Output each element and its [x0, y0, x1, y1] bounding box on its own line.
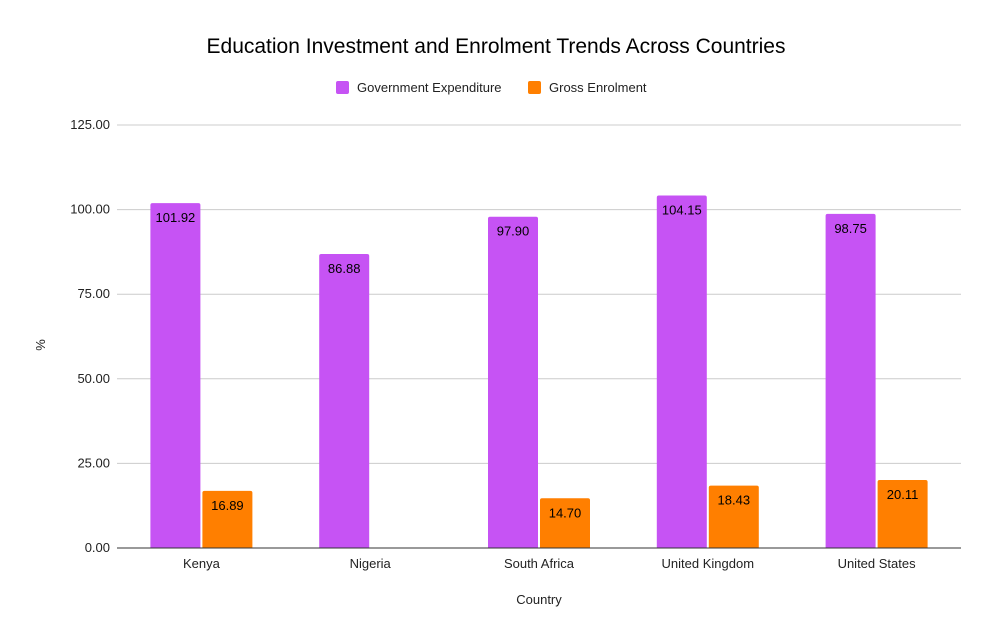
x-tick-label: United States [838, 556, 917, 571]
legend-label: Government Expenditure [357, 80, 502, 95]
bar-government-expenditure [656, 195, 707, 548]
gridlines [117, 124, 961, 464]
data-label: 97.90 [497, 224, 530, 239]
x-tick-label: South Africa [504, 556, 575, 571]
x-axis-title: Country [516, 592, 562, 607]
x-axis-ticks: Kenya Nigeria South Africa United Kingdom Un… [183, 556, 916, 571]
y-tick-label: 50.00 [77, 371, 110, 386]
y-tick-label: 75.00 [77, 286, 110, 301]
data-label: 104.15 [662, 203, 702, 218]
x-tick-label: United Kingdom [662, 556, 755, 571]
data-label: 16.89 [211, 498, 244, 513]
bar-government-expenditure [825, 213, 876, 548]
bar-gross-enrolment [202, 490, 253, 548]
data-label: 101.92 [156, 210, 196, 225]
data-label: 18.43 [718, 493, 751, 508]
legend: Government Expenditure Gross Enrolment [336, 80, 647, 95]
y-tick-label: 100.00 [70, 202, 110, 217]
data-labels: 101.92 16.89 86.88 97.90 14.70 104.15 18.43 98.… [156, 203, 919, 521]
data-label: 98.75 [834, 221, 867, 236]
y-tick-label: 125.00 [70, 117, 110, 132]
data-label: 20.11 [887, 487, 919, 502]
y-axis-title: % [33, 339, 48, 351]
bar-gross-enrolment [708, 485, 759, 548]
bar-government-expenditure [319, 253, 370, 548]
bar-gross-enrolment [877, 479, 928, 548]
data-label: 14.70 [549, 505, 582, 520]
legend-swatch [336, 81, 349, 94]
bar-government-expenditure [150, 203, 201, 548]
legend-label: Gross Enrolment [549, 80, 647, 95]
bar-government-expenditure [488, 216, 538, 548]
y-tick-label: 25.00 [77, 455, 110, 470]
bars [150, 195, 928, 548]
y-axis-ticks: 0.00 25.00 50.00 75.00 100.00 125.00 [70, 117, 110, 555]
bar-gross-enrolment [540, 498, 590, 548]
data-label: 86.88 [328, 261, 361, 276]
legend-swatch [528, 81, 541, 94]
y-tick-label: 0.00 [85, 540, 110, 555]
chart-title: Education Investment and Enrolment Trend… [207, 35, 786, 58]
x-tick-label: Kenya [183, 556, 221, 571]
x-tick-label: Nigeria [350, 556, 392, 571]
